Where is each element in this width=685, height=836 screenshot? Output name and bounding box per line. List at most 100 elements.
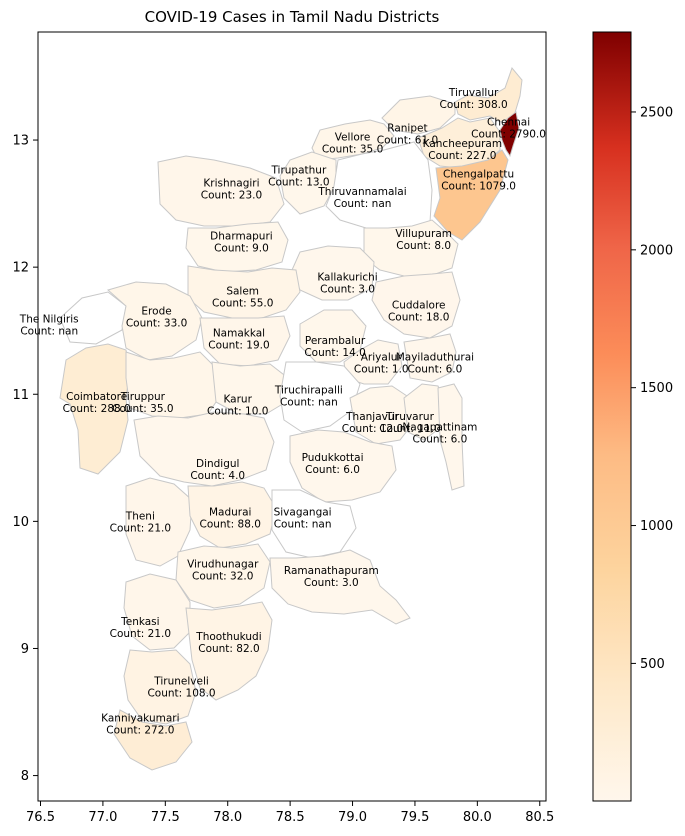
district-villupuram <box>363 219 459 277</box>
district-name-theni: Theni <box>125 510 155 522</box>
district-name-kanniyakumari: Kanniyakumari <box>101 712 179 724</box>
district-name-chennai: Chennai <box>487 116 530 128</box>
district-name-tirunelveli: Tirunelveli <box>153 676 209 688</box>
district-cuddalore <box>371 271 461 339</box>
x-tick-label: 78.5 <box>276 810 305 825</box>
district-name-tiruvarur: Tiruvarur <box>385 411 435 423</box>
district-count-tiruchirapalli: Count: nan <box>280 397 338 409</box>
district-name-karur: Karur <box>223 393 252 405</box>
district-count-cuddalore: Count: 18.0 <box>388 311 449 323</box>
y-tick-label: 13 <box>12 134 29 149</box>
district-name-namakkal: Namakkal <box>213 327 265 339</box>
district-count-erode: Count: 33.0 <box>126 318 187 330</box>
district-name-kallakurichi: Kallakurichi <box>317 271 377 283</box>
district-krishnagiri <box>157 155 285 227</box>
district-count-mayiladuthurai: Count: 6.0 <box>408 363 463 375</box>
map-title: COVID-19 Cases in Tamil Nadu Districts <box>144 8 440 26</box>
district-count-tenkasi: Count: 21.0 <box>110 628 171 640</box>
district-namakkal <box>199 315 291 367</box>
district-count-salem: Count: 55.0 <box>212 297 273 309</box>
district-name-villupuram: Villupuram <box>395 228 452 240</box>
x-tick-label: 79.0 <box>338 810 367 825</box>
district-tenkasi <box>123 573 191 651</box>
district-count-nagapattinam: Count: 6.0 <box>413 433 468 445</box>
district-name-ranipet: Ranipet <box>387 123 427 135</box>
district-count-tirunelveli: Count: 108.0 <box>147 688 215 700</box>
district-mayiladuthurai <box>403 333 457 383</box>
district-count-madurai: Count: 88.0 <box>199 519 260 531</box>
colorbar-tick-label: 2500 <box>640 105 673 120</box>
district-salem <box>187 265 301 319</box>
x-tick-label: 77.5 <box>151 810 180 825</box>
district-name-the-nilgiris: The Nilgiris <box>19 313 79 325</box>
x-tick-label: 80.5 <box>525 810 554 825</box>
y-tick-label: 10 <box>12 515 29 530</box>
district-pudukkottai <box>289 429 397 503</box>
y-tick-label: 8 <box>21 769 29 784</box>
district-count-pudukkottai: Count: 6.0 <box>305 464 360 476</box>
district-count-dharmapuri: Count: 9.0 <box>214 243 269 255</box>
district-name-coimbatore: Coimbatore <box>66 391 127 403</box>
district-virudhunagar <box>175 543 271 609</box>
district-count-tiruvarur: Count: 11.0 <box>379 423 440 435</box>
district-count-tirupathur: Count: 13.0 <box>268 177 329 189</box>
colorbar-tick-label: 1000 <box>640 519 673 534</box>
district-count-tiruppur: Count: 35.0 <box>112 403 173 415</box>
district-count-ramanathapuram: Count: 3.0 <box>304 577 359 589</box>
district-name-thiruvannamalai: Thiruvannamalai <box>317 186 406 198</box>
district-name-dharmapuri: Dharmapuri <box>210 231 273 243</box>
district-name-cuddalore: Cuddalore <box>392 299 446 311</box>
x-tick-label: 78.0 <box>213 810 242 825</box>
colorbar-tick-label: 500 <box>640 657 665 672</box>
district-name-kancheepuram: Kancheepuram <box>423 138 502 150</box>
x-tick-label: 79.5 <box>400 810 429 825</box>
district-count-theni: Count: 21.0 <box>110 522 171 534</box>
district-name-salem: Salem <box>226 285 259 297</box>
district-name-madurai: Madurai <box>209 507 251 519</box>
district-count-karur: Count: 10.0 <box>207 405 268 417</box>
district-count-thiruvannamalai: Count: nan <box>334 198 392 210</box>
district-name-mayiladuthurai: Mayiladuthurai <box>396 351 474 363</box>
district-name-vellore: Vellore <box>335 132 371 144</box>
district-count-perambalur: Count: 14.0 <box>304 347 365 359</box>
district-name-tiruppur: Tiruppur <box>120 391 166 403</box>
district-erode <box>106 281 203 361</box>
district-count-thanjavur: Count: 12.0 <box>342 423 403 435</box>
district-name-chengalpattu: Chengalpattu <box>443 168 514 180</box>
district-count-tiruvallur: Count: 308.0 <box>440 99 508 111</box>
district-dharmapuri <box>185 221 289 273</box>
y-axis: 8 9 10 11 12 13 <box>12 134 38 784</box>
district-name-ramanathapuram: Ramanathapuram <box>284 565 379 577</box>
district-kancheepuram <box>417 117 501 169</box>
y-tick-label: 9 <box>21 642 29 657</box>
district-name-erode: Erode <box>141 306 171 318</box>
district-tiruvallur <box>454 67 523 123</box>
colorbar-ticks: 500 1000 1500 2000 2500 <box>631 105 673 672</box>
district-theni <box>125 477 193 567</box>
district-count-namakkal: Count: 19.0 <box>208 339 269 351</box>
district-count-ranipet: Count: 61.0 <box>377 135 438 147</box>
district-coimbatore <box>59 343 131 475</box>
colorbar: 500 1000 1500 2000 2500 <box>592 31 673 802</box>
districts-layer <box>59 67 523 771</box>
district-count-chengalpattu: Count: 1079.0 <box>441 180 516 192</box>
district-name-sivagangai: Sivagangai <box>274 507 332 519</box>
district-count-kancheepuram: Count: 227.0 <box>428 150 496 162</box>
colorbar-gradient <box>592 31 632 802</box>
x-tick-label: 80.0 <box>463 810 492 825</box>
y-tick-label: 12 <box>12 261 29 276</box>
district-name-thanjavur: Thanjavur <box>345 411 399 423</box>
district-count-krishnagiri: Count: 23.0 <box>201 189 262 201</box>
district-name-nagapattinam: Nagapattinam <box>402 421 477 433</box>
district-chennai <box>499 111 520 158</box>
district-ramanathapuram <box>269 549 411 625</box>
district-nagapattinam <box>437 383 465 491</box>
district-count-thoothukudi: Count: 82.0 <box>198 643 259 655</box>
district-count-kanniyakumari: Count: 272.0 <box>106 724 174 736</box>
district-tiruppur <box>125 351 221 419</box>
district-name-krishnagiri: Krishnagiri <box>203 177 259 189</box>
district-sivagangai <box>271 489 357 559</box>
x-axis: 76.5 77.0 77.5 78.0 78.5 79.0 79.5 80.0 80.5 <box>26 801 554 825</box>
